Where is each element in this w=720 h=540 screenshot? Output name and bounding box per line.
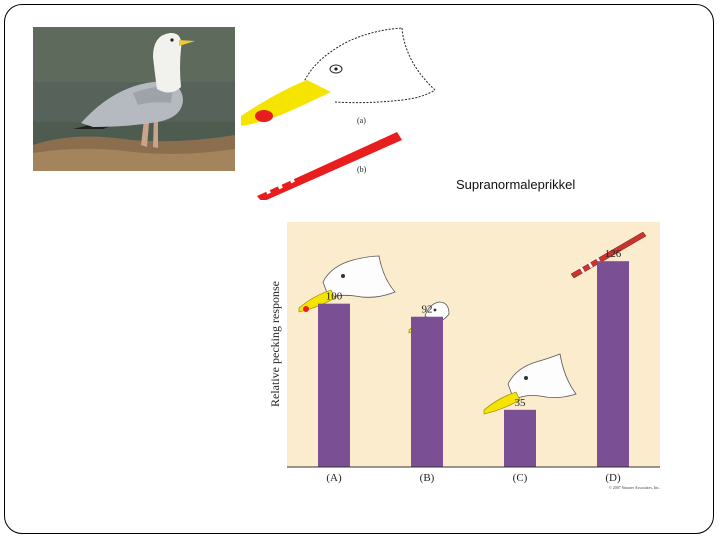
slide-frame <box>4 4 714 534</box>
bar-d <box>597 261 629 467</box>
gull-head-illustration-a <box>298 255 396 313</box>
bar-a <box>318 303 350 467</box>
stick-white-bands <box>263 173 295 195</box>
bar-c <box>504 409 536 467</box>
gull-photo <box>33 27 235 171</box>
bar-b <box>411 316 443 467</box>
red-beak-spot <box>255 110 273 122</box>
data-label-a: 100 <box>326 291 343 303</box>
x-tick-label-d: (D) <box>605 472 621 484</box>
x-tick-label-a: (A) <box>326 472 342 484</box>
x-tick-label-b: (B) <box>420 472 435 484</box>
sketch-label-b: (b) <box>357 165 367 174</box>
data-label-d: 126 <box>605 248 622 260</box>
gull-photo-image <box>33 27 235 171</box>
gull-head-illustration-c <box>483 353 577 415</box>
sketch-label-a: (a) <box>357 116 366 125</box>
pecking-response-chart: 100 (A) 92 (B) 35 (C) 126 (D) Relative pecking … <box>265 222 665 492</box>
data-label-c: 35 <box>515 397 527 409</box>
red-stick-shape <box>257 132 402 202</box>
slide-title: Supranormaleprikkel <box>456 177 576 192</box>
chart-svg: 100 (A) 92 (B) 35 (C) 126 (D) Relative pecking … <box>268 222 660 491</box>
chart-illustrations <box>298 231 647 415</box>
y-axis-label: Relative pecking response <box>268 281 282 407</box>
data-label-b: 92 <box>422 304 433 316</box>
chart-credit: © 2007 Sinauer Associates, Inc. <box>609 485 660 491</box>
yellow-beak-shape <box>241 80 331 126</box>
x-tick-label-c: (C) <box>513 472 528 484</box>
gull-head-sketch <box>300 27 436 104</box>
stimulus-sketches: (a) (b) <box>237 22 437 202</box>
